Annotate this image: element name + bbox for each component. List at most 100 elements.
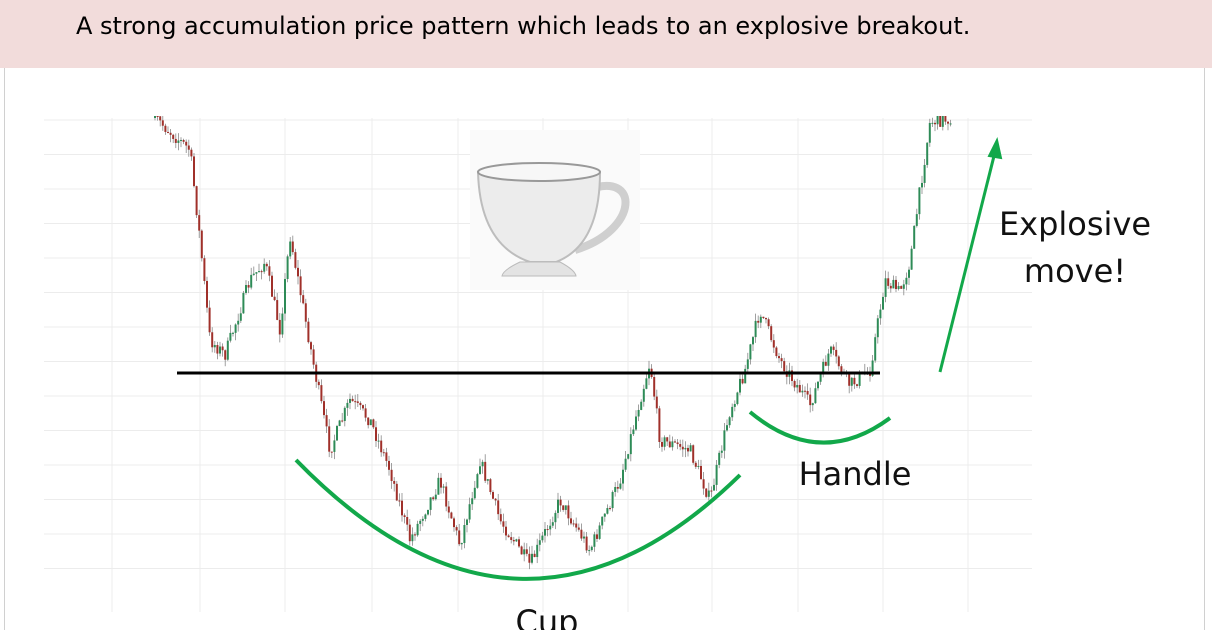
candle-body (328, 426, 331, 452)
candle-body (172, 134, 175, 139)
candle-body (447, 506, 450, 513)
candle-body (484, 461, 487, 481)
candle-body (765, 318, 767, 320)
candle-body (856, 384, 858, 386)
candle-body (156, 116, 159, 117)
candle-body (424, 514, 427, 519)
candle-body (354, 401, 357, 403)
candle-body (609, 508, 611, 510)
candle-body (330, 451, 333, 453)
candle-body (676, 442, 679, 445)
candle-body (627, 454, 630, 459)
candle-body (642, 388, 645, 402)
candle-body (635, 416, 637, 430)
candle-body (258, 271, 260, 273)
candle-body (281, 313, 284, 335)
candle-body (216, 345, 219, 354)
candle-body (928, 122, 931, 143)
candle-body (746, 359, 749, 369)
candle-body (697, 465, 700, 467)
candle-body (286, 256, 289, 279)
candle-body (473, 487, 476, 499)
candle-body (814, 388, 817, 404)
candle-body (567, 505, 570, 519)
candle-body (421, 518, 424, 521)
candle-body (882, 296, 884, 310)
candle-body (242, 292, 245, 314)
candle-body (603, 513, 606, 517)
candle-body (502, 521, 505, 527)
candle-body (536, 544, 539, 558)
candle-body (323, 401, 325, 416)
candle-body (463, 524, 466, 544)
candle-body (889, 285, 892, 289)
title: A strong accumulation price pattern whic… (76, 12, 971, 40)
candle-body (364, 408, 367, 418)
candle-body (546, 529, 549, 531)
candle-body (291, 241, 294, 253)
candle-body (297, 267, 299, 277)
candle-body (770, 326, 773, 341)
candle-body (710, 490, 713, 492)
candle-body (897, 286, 900, 290)
candle-body (507, 535, 510, 538)
candle-body (346, 402, 349, 408)
candle-body (198, 215, 201, 231)
candle-body (336, 426, 338, 441)
candle-body (832, 346, 835, 350)
candle-body (531, 553, 533, 563)
candle-body (871, 360, 874, 376)
candle-body (518, 539, 520, 547)
candle-body (622, 469, 624, 484)
candle-body (445, 486, 448, 507)
candle-body (949, 123, 952, 125)
candle-body (835, 349, 838, 357)
candle-body (432, 497, 435, 500)
candle-body (921, 182, 923, 188)
candle-body (739, 378, 741, 393)
candle-body (655, 396, 658, 409)
candle-body (915, 214, 918, 226)
candle-body (486, 479, 489, 481)
candle-body (271, 275, 273, 297)
candle-body (375, 427, 377, 441)
candle-body (941, 116, 944, 127)
candle-body (278, 319, 281, 335)
candle-body (206, 280, 208, 308)
candle-body (715, 464, 718, 485)
candle-body (939, 116, 942, 127)
candle-body (213, 345, 216, 348)
candle-body (265, 263, 268, 267)
candle-body (528, 553, 531, 563)
candle-body (726, 425, 728, 431)
candle-body (419, 520, 422, 524)
candle-body (544, 529, 546, 536)
candle-body (161, 120, 164, 126)
candle-body (255, 272, 258, 274)
candle-body (580, 529, 583, 539)
candle-body (177, 140, 180, 143)
handle-arc (748, 410, 892, 445)
candle-body (492, 492, 494, 499)
candle-body (687, 447, 689, 452)
candle-body (154, 116, 156, 118)
candle-body (369, 419, 372, 426)
candle-body (541, 535, 544, 541)
candle-body (260, 271, 263, 273)
candle-body (533, 553, 536, 558)
candle-body (666, 437, 669, 442)
candle-body (341, 420, 344, 422)
candle-body (351, 398, 354, 402)
candle-body (640, 401, 643, 410)
candle-body (512, 539, 515, 542)
breakout-label: Explosive move! (998, 205, 1152, 290)
candle-body (824, 361, 827, 366)
candle-body (749, 344, 752, 360)
candle-body (385, 452, 388, 461)
candle-body (557, 499, 559, 513)
candle-body (494, 498, 497, 501)
candle-body (211, 332, 214, 348)
candle-body (853, 377, 856, 385)
cup-arc (294, 458, 742, 581)
